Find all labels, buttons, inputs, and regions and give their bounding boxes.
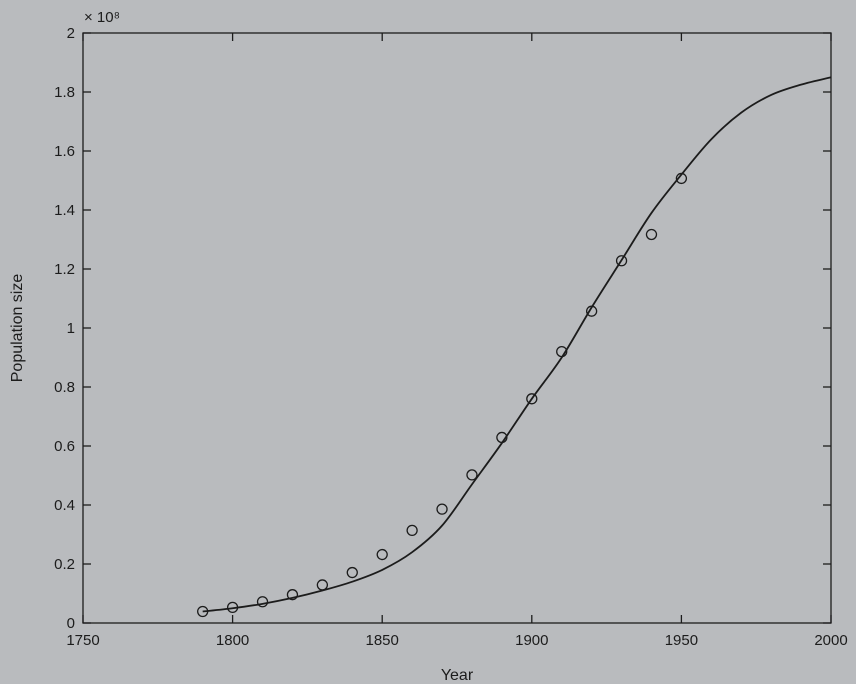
y-tick-label: 2: [67, 25, 75, 42]
x-tick-label: 1750: [66, 632, 99, 649]
x-tick-label: 1950: [665, 632, 698, 649]
y-tick-label: 0: [67, 615, 75, 632]
y-tick-label: 0.4: [54, 497, 75, 514]
y-multiplier-label: × 10⁸: [84, 9, 120, 26]
data-point: [406, 524, 418, 537]
data-point: [286, 589, 299, 601]
data-point: [526, 393, 538, 405]
data-point: [615, 255, 628, 267]
y-tick-label: 1.8: [54, 84, 75, 101]
data-point: [466, 469, 478, 481]
data-point: [376, 548, 388, 561]
data-point: [436, 503, 448, 515]
y-tick-label: 1.4: [54, 202, 75, 219]
data-point: [556, 345, 568, 358]
data-point: [496, 431, 508, 444]
y-tick-label: 1.6: [54, 143, 75, 160]
y-axis-label: Population size: [9, 274, 26, 383]
data-point: [256, 596, 269, 608]
data-point: [226, 601, 239, 614]
y-tick-label: 1: [67, 320, 75, 337]
y-tick-label: 1.2: [54, 261, 75, 278]
x-tick-label: 1850: [366, 632, 399, 649]
x-tick-label: 1800: [216, 632, 249, 649]
data-point: [645, 228, 658, 241]
x-axis-label: Year: [441, 667, 474, 684]
y-tick-label: 0.8: [54, 379, 75, 396]
plot-area-frame: [82, 32, 832, 624]
y-tick-label: 0.6: [54, 438, 75, 455]
x-tick-label: 2000: [814, 632, 847, 649]
data-point: [346, 566, 358, 579]
y-tick-label: 0.2: [54, 556, 75, 573]
data-point: [585, 305, 598, 317]
data-point: [675, 172, 688, 185]
data-point: [197, 605, 209, 618]
logistic-fit-curve: [202, 76, 832, 613]
data-point: [316, 579, 329, 591]
x-tick-label: 1900: [515, 632, 548, 649]
